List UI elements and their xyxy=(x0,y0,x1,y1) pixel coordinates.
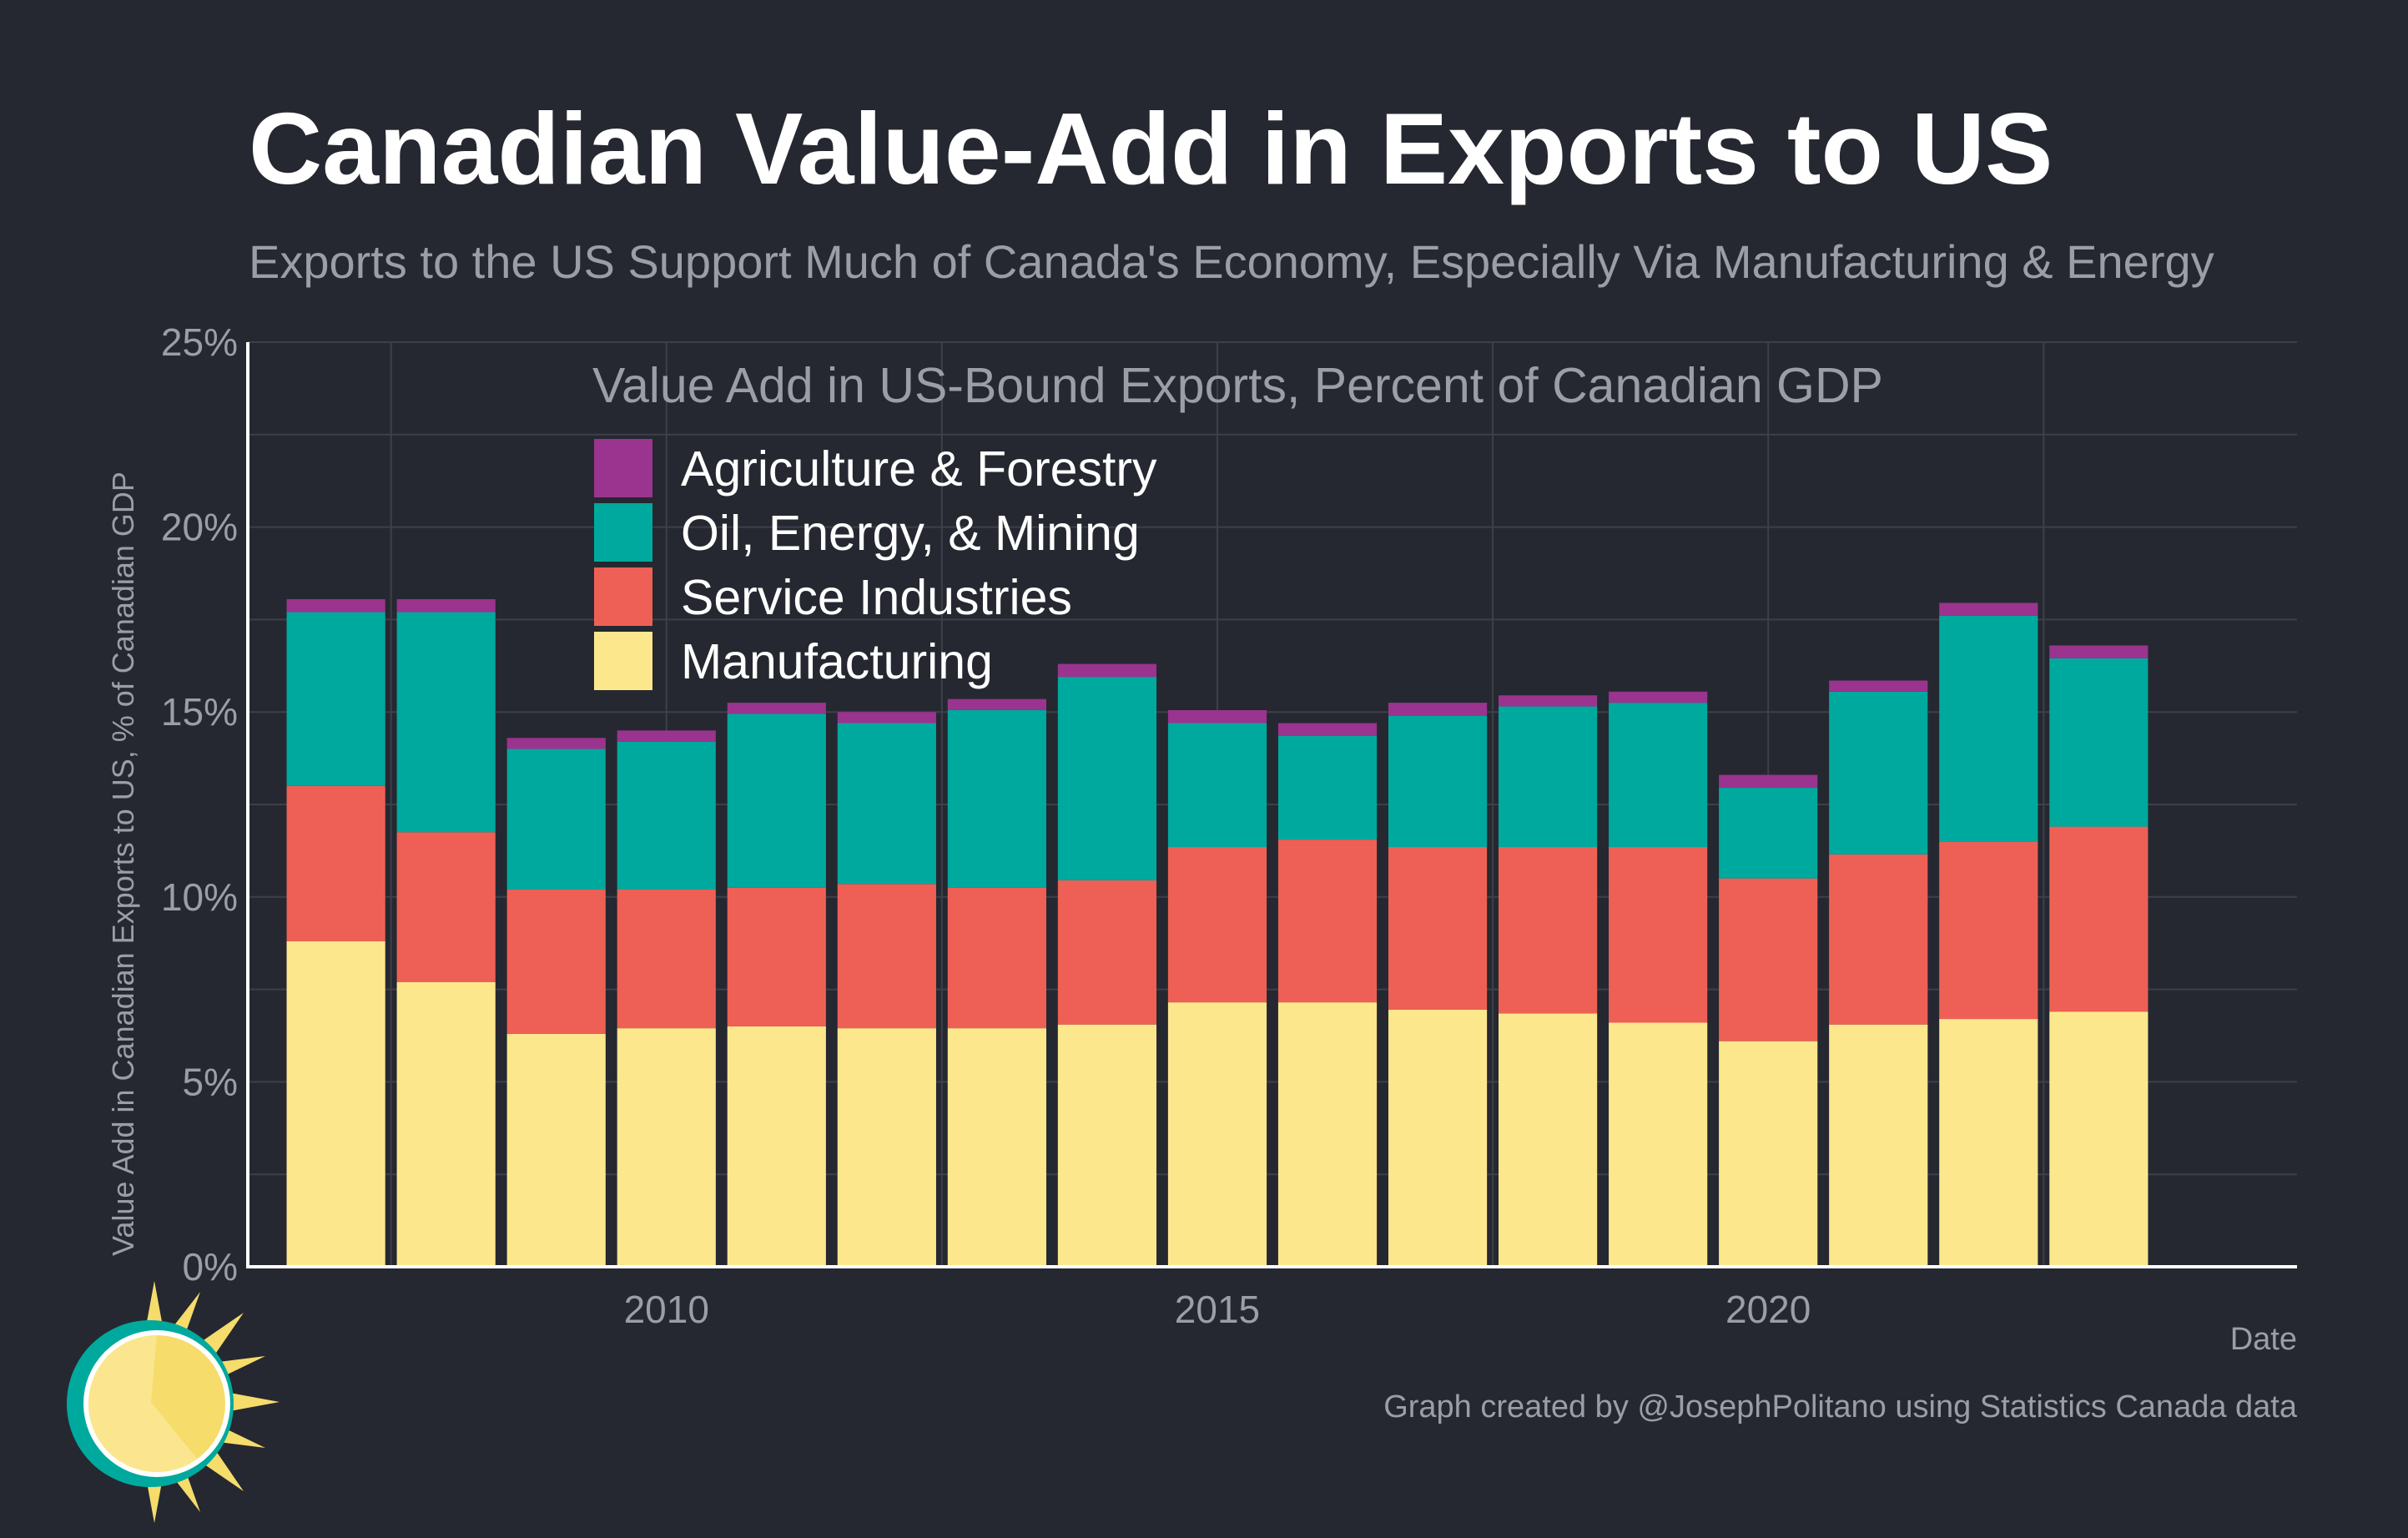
legend: Agriculture & Forestry Oil, Energy, & Min… xyxy=(594,439,1157,690)
bar-agriculture-forestry-2019 xyxy=(1609,691,1708,703)
bar-agriculture-forestry-2008 xyxy=(396,599,496,613)
bar-manufacturing-2015 xyxy=(1167,1002,1267,1267)
bar-agriculture-forestry-2018 xyxy=(1499,695,1598,707)
page-title: Canadian Value-Add in Exports to US xyxy=(249,92,2053,205)
bar-agriculture-forestry-2014 xyxy=(1057,663,1157,678)
axes xyxy=(246,342,2297,1268)
bar-service-industries-2013 xyxy=(947,887,1046,1029)
bar-manufacturing-2013 xyxy=(947,1028,1046,1267)
legend-swatch xyxy=(594,439,652,497)
bar-oil-energy-mining-2014 xyxy=(1057,677,1157,880)
x-tick-labels: 2010 2015 2020 xyxy=(624,1288,1811,1331)
y-tick-label: 5% xyxy=(183,1060,238,1103)
legend-swatch xyxy=(594,503,652,562)
bar-manufacturing-2021 xyxy=(1829,1024,1928,1267)
bar-oil-energy-mining-2007 xyxy=(286,612,385,786)
bar-manufacturing-2010 xyxy=(617,1028,716,1267)
bar-service-industries-2014 xyxy=(1057,880,1157,1025)
bar-manufacturing-2016 xyxy=(1277,1002,1378,1267)
bar-manufacturing-2017 xyxy=(1388,1009,1488,1267)
y-tick-labels: 0% 5% 10% 15% 20% 25% xyxy=(161,320,238,1288)
bar-service-industries-2016 xyxy=(1277,840,1378,1003)
bar-oil-energy-mining-2019 xyxy=(1609,703,1708,847)
bar-manufacturing-2012 xyxy=(837,1028,936,1267)
bar-oil-energy-mining-2021 xyxy=(1829,691,1928,855)
bar-agriculture-forestry-2015 xyxy=(1167,709,1267,724)
sun-clock-logo-icon xyxy=(67,1281,280,1523)
bar-oil-energy-mining-2022 xyxy=(1939,615,2038,842)
bar-service-industries-2021 xyxy=(1829,854,1928,1025)
legend-label: Manufacturing xyxy=(681,634,993,689)
x-tick-label: 2010 xyxy=(624,1288,709,1331)
x-tick-label: 2015 xyxy=(1175,1288,1260,1331)
bar-service-industries-2018 xyxy=(1499,846,1598,1014)
bar-agriculture-forestry-2023 xyxy=(2049,645,2149,658)
bar-manufacturing-2011 xyxy=(727,1026,826,1267)
bar-service-industries-2019 xyxy=(1609,846,1708,1023)
bar-agriculture-forestry-2016 xyxy=(1277,723,1378,737)
legend-swatch xyxy=(594,632,652,690)
bar-agriculture-forestry-2017 xyxy=(1388,703,1488,716)
page-subtitle: Exports to the US Support Much of Canada… xyxy=(249,235,2214,288)
bar-agriculture-forestry-2022 xyxy=(1939,603,2038,616)
legend-label: Service Industries xyxy=(681,570,1072,625)
bar-oil-energy-mining-2017 xyxy=(1388,715,1488,847)
bar-service-industries-2011 xyxy=(727,887,826,1026)
bar-manufacturing-2022 xyxy=(1939,1019,2038,1267)
bar-service-industries-2008 xyxy=(396,832,496,982)
bar-oil-energy-mining-2009 xyxy=(506,749,606,890)
legend-swatch xyxy=(594,567,652,626)
bar-oil-energy-mining-2010 xyxy=(617,741,716,890)
bar-agriculture-forestry-2007 xyxy=(286,599,385,613)
bar-agriculture-forestry-2010 xyxy=(617,730,716,742)
bar-manufacturing-2020 xyxy=(1719,1041,1818,1267)
bar-oil-energy-mining-2011 xyxy=(727,714,826,888)
bar-agriculture-forestry-2012 xyxy=(837,712,936,724)
bar-oil-energy-mining-2020 xyxy=(1719,788,1818,879)
bar-manufacturing-2014 xyxy=(1057,1024,1157,1267)
source-caption: Graph created by @JosephPolitano using S… xyxy=(1383,1389,2297,1425)
bar-agriculture-forestry-2020 xyxy=(1719,774,1818,789)
bar-service-industries-2009 xyxy=(506,889,606,1034)
bar-oil-energy-mining-2008 xyxy=(396,612,496,833)
bar-oil-energy-mining-2015 xyxy=(1167,723,1267,847)
bar-agriculture-forestry-2013 xyxy=(947,698,1046,710)
chart-title: Value Add in US-Bound Exports, Percent o… xyxy=(592,358,1883,413)
bar-service-industries-2012 xyxy=(837,884,936,1029)
y-tick-label: 10% xyxy=(161,875,238,919)
bar-manufacturing-2023 xyxy=(2049,1011,2149,1267)
bars xyxy=(286,599,2149,1267)
bar-service-industries-2022 xyxy=(1939,841,2038,1020)
bar-service-industries-2007 xyxy=(286,785,385,941)
bar-service-industries-2010 xyxy=(617,889,716,1029)
bar-oil-energy-mining-2023 xyxy=(2049,658,2149,827)
bar-agriculture-forestry-2021 xyxy=(1829,680,1928,692)
bar-manufacturing-2018 xyxy=(1499,1013,1598,1267)
bar-manufacturing-2008 xyxy=(396,981,496,1267)
bar-manufacturing-2019 xyxy=(1609,1022,1708,1267)
x-axis-label: Date xyxy=(2229,1322,2297,1357)
bar-service-industries-2015 xyxy=(1167,846,1267,1003)
bar-service-industries-2020 xyxy=(1719,878,1818,1041)
bar-agriculture-forestry-2009 xyxy=(506,738,606,749)
x-tick-label: 2020 xyxy=(1725,1288,1811,1331)
legend-label: Agriculture & Forestry xyxy=(681,441,1157,497)
bar-service-industries-2023 xyxy=(2049,826,2149,1012)
bar-oil-energy-mining-2012 xyxy=(837,723,936,885)
y-tick-label: 25% xyxy=(161,320,238,364)
y-tick-label: 15% xyxy=(161,690,238,734)
bar-service-industries-2017 xyxy=(1388,846,1488,1010)
bar-oil-energy-mining-2018 xyxy=(1499,706,1598,847)
y-tick-label: 0% xyxy=(183,1245,238,1288)
bar-manufacturing-2009 xyxy=(506,1033,606,1267)
bar-oil-energy-mining-2016 xyxy=(1277,736,1378,840)
legend-label: Oil, Energy, & Mining xyxy=(681,506,1140,561)
bar-agriculture-forestry-2011 xyxy=(727,703,826,714)
y-tick-label: 20% xyxy=(161,506,238,549)
bar-oil-energy-mining-2013 xyxy=(947,709,1046,888)
bar-manufacturing-2007 xyxy=(286,940,385,1267)
